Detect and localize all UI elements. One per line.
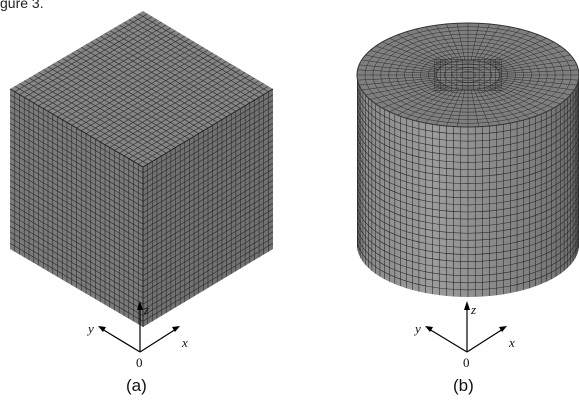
- cube-mesh: [9, 11, 274, 327]
- cylinder-mesh: [356, 22, 579, 297]
- origin-label: 0: [463, 355, 470, 370]
- y-axis-label: y: [413, 321, 421, 336]
- z-axis-label: z: [470, 302, 476, 317]
- cube-top-grid: [14, 13, 269, 165]
- panel-caption-a: (a): [126, 376, 147, 395]
- panel-caption-b: (b): [453, 376, 474, 395]
- x-axis-label: x: [181, 335, 188, 350]
- y-axis-label: y: [86, 321, 94, 336]
- axis-triad-a: z y x 0 (a): [86, 301, 188, 395]
- origin-label: 0: [136, 355, 143, 370]
- cube-right-grid: [143, 91, 273, 325]
- cube-left-grid: [10, 91, 143, 325]
- header-fragment: gure 3.: [0, 0, 44, 11]
- cylinder-side-grid: [357, 75, 579, 297]
- axis-triad-b: z y x 0 (b): [413, 301, 515, 395]
- x-axis-label: x: [508, 335, 515, 350]
- z-axis-label: z: [143, 302, 149, 317]
- cylinder-top-grid: [357, 23, 579, 127]
